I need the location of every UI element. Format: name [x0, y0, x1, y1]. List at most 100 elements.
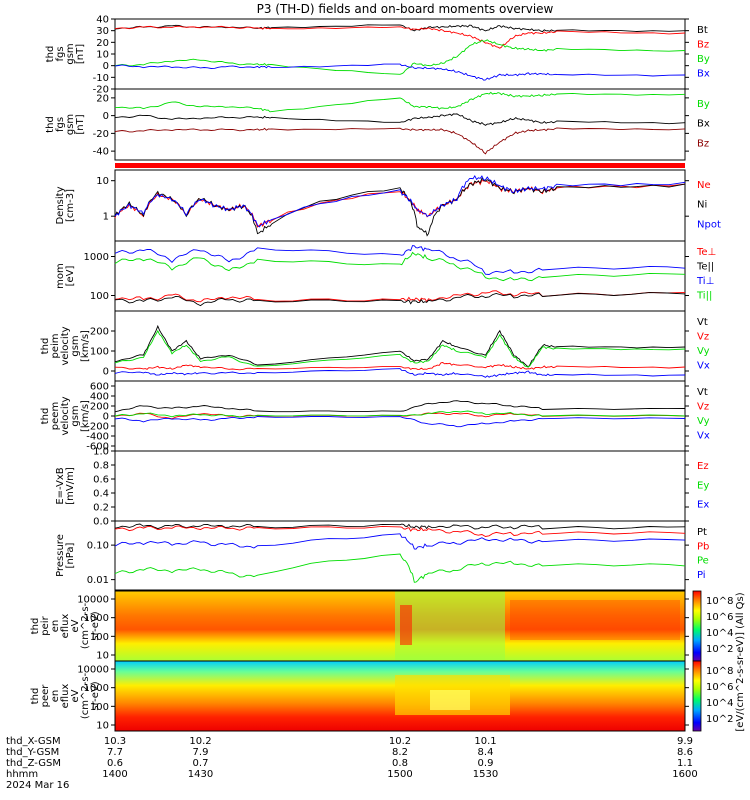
y-tick-label: 0 [103, 111, 109, 122]
footer-value: 8.2 [392, 747, 408, 758]
panel-electron_spectrogram: 10000 1000 100 10 thd peer en eflux eV (cm^2-s-sr… [30, 665, 689, 732]
legend-Ti⊥: Ti⊥ [696, 276, 714, 287]
panel-frame [114, 169, 686, 242]
panel-ion_spectrogram: 10000 1000 100 10 thd peir en eflux eV (cm^2-s-sr… [30, 595, 689, 662]
y-tick-label: 200 [90, 327, 109, 338]
y-axis-label: eflux [60, 614, 71, 639]
series-line-Ti⊥ [114, 245, 686, 275]
series-line-Vt [114, 324, 686, 368]
y-tick-label: 10000 [77, 595, 109, 606]
y-tick-label: -10 [93, 73, 109, 84]
series-line-Vx [114, 368, 686, 378]
y-tick-label: 40 [96, 15, 109, 26]
legend-Vz: Vz [697, 402, 709, 413]
legend-By: By [697, 99, 710, 110]
legend-Vx: Vx [697, 361, 710, 372]
y-axis-label: thd [40, 338, 51, 355]
series-line-Vx [114, 416, 686, 428]
footer-value: 10.2 [389, 736, 411, 747]
y-tick-label: 0.4 [93, 489, 109, 500]
y-tick-label: 100 [90, 702, 109, 713]
y-tick-label: 0.2 [93, 503, 109, 514]
y-tick-label: 0.8 [93, 461, 109, 472]
series-line-Vz [114, 362, 686, 371]
panel-density: 10 1 Density [cm-3] Ne Ni Npot [55, 169, 721, 242]
y-axis-label: fgs [55, 46, 66, 61]
footer-value: 1600 [672, 769, 697, 780]
ion-colorbar [692, 590, 702, 662]
footer-value: 7.7 [107, 747, 123, 758]
legend-Vx: Vx [697, 431, 710, 442]
legend-Vy: Vy [697, 416, 710, 427]
footer-value: 9.9 [677, 736, 693, 747]
y-axis-label: [cm-3] [65, 189, 76, 222]
series-line-Pe [114, 553, 686, 583]
legend-Bx: Bx [697, 119, 710, 130]
y-tick-label: 10 [96, 50, 109, 61]
legend-Bx: Bx [697, 69, 710, 80]
series-line-Vy [114, 410, 686, 418]
ion-colorbar-tick: 10^6 [706, 612, 733, 623]
electron-colorbar-tick: 10^6 [706, 682, 733, 693]
panel-frame [114, 88, 686, 161]
y-tick-label: -20 [93, 85, 109, 96]
y-axis-label: eV [70, 619, 81, 632]
y-axis-label: thd [45, 46, 56, 63]
y-tick-label: 0 [103, 61, 109, 72]
panel-frame [114, 310, 686, 382]
y-tick-label: 10 [96, 651, 109, 662]
panel-pressure: 0.10 0.01 Pressure [nPa] Pt Pb Pe Pi [55, 520, 709, 591]
y-axis-label: peir [40, 615, 51, 635]
y-tick-label: 0 [103, 412, 109, 423]
y-axis-label: E=-VxB [55, 467, 66, 504]
y-tick-label: 10000 [77, 665, 109, 676]
y-tick-label: 30 [96, 26, 109, 37]
legend-Te||: Te|| [696, 262, 714, 273]
panel-temperature: 1000 100 mom [eV] Te⊥ Te|| Ti⊥ Ti|| [55, 240, 716, 312]
legend-Pb: Pb [697, 541, 709, 552]
panel-frame [114, 18, 686, 90]
y-axis-label: (cm^2-s- [80, 672, 91, 719]
series-line-Pt [114, 523, 686, 530]
series-line-Bx [114, 63, 686, 81]
series-line-By [114, 91, 686, 113]
footer-value: 10.2 [189, 736, 211, 747]
panel-peim_velocity: 200 100 0 thd peim velocity gsm [km/s] Vt Vz Vy Vx [40, 310, 710, 382]
y-axis-label: [nT] [75, 114, 86, 134]
y-tick-label: 100 [90, 347, 109, 358]
y-tick-label: 400 [90, 392, 109, 403]
series-line-Vt [114, 400, 686, 413]
y-axis-label: velocity [60, 396, 71, 435]
y-axis-label: mom [55, 263, 66, 289]
electron-colorbar-tick: 10^2 [706, 714, 733, 725]
y-axis-label: peer [40, 684, 51, 708]
colorbar-label: [eV/(cm^2-s-sr-eV)] (All Qs) [735, 592, 746, 731]
series-line-Pb [114, 525, 686, 537]
panel-fgs_sm: 20 0 -20 -40 thd fgs gsm [nT] By Bx Bz [45, 88, 710, 161]
status-bar [115, 163, 685, 168]
footer-value: 1530 [473, 769, 498, 780]
series-line-Bx [114, 113, 686, 126]
footer-value: 0.8 [392, 758, 408, 769]
series-line-By [114, 39, 686, 75]
ion-colorbar-tick: 10^4 [706, 628, 733, 639]
ion-spectrogram [114, 590, 686, 662]
ion-colorbar-tick: 10^8 [706, 596, 733, 607]
legend-Vt: Vt [697, 387, 708, 398]
legend-Ne: Ne [697, 180, 711, 191]
y-axis-label: gsm [70, 405, 81, 426]
legend-Pi: Pi [697, 570, 706, 581]
y-axis-label: [km/s] [80, 400, 91, 432]
electron-colorbar-tick: 10^8 [706, 666, 733, 677]
y-axis-label: peim [50, 333, 61, 358]
y-axis-label: eflux [60, 684, 71, 709]
footer-row-label: thd_Y-GSM [6, 747, 59, 758]
y-axis-label: [nPa] [65, 542, 76, 568]
legend-Vy: Vy [697, 346, 710, 357]
series-line-Bz [114, 25, 686, 49]
y-axis-label: [nT] [75, 44, 86, 64]
figure-title: P3 (TH-D) fields and on-board moments ov… [257, 2, 554, 16]
